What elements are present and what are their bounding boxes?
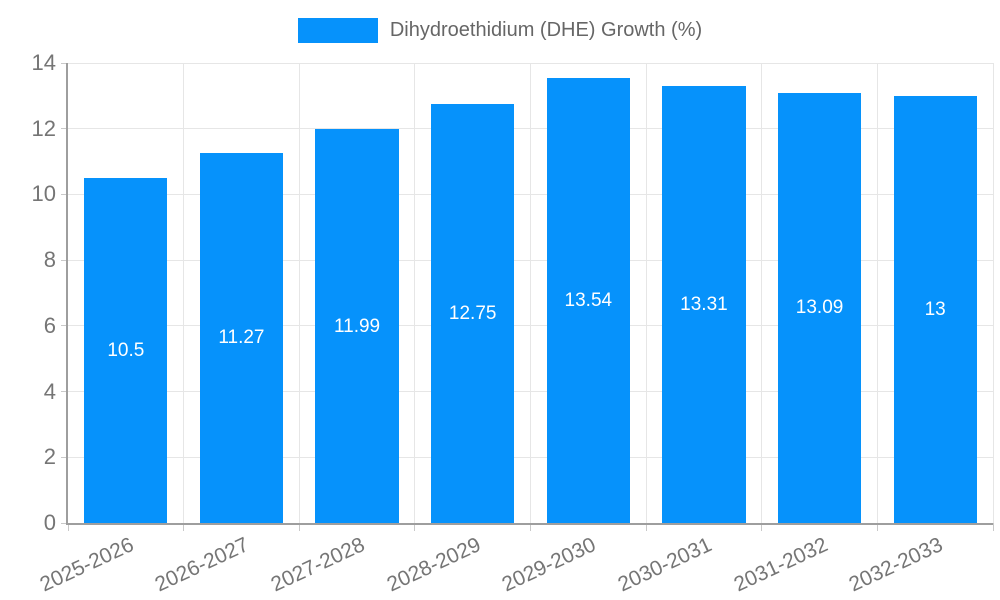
x-gridline (530, 63, 531, 523)
x-gridline (992, 63, 994, 523)
x-gridline (876, 63, 878, 523)
x-gridline (414, 63, 416, 523)
y-axis-tick-label: 8 (43, 247, 56, 273)
bar-value-label: 13.09 (795, 297, 844, 319)
y-tick-mark (61, 325, 68, 327)
x-tick-mark (414, 523, 416, 531)
x-gridline (183, 63, 185, 523)
chart-legend[interactable]: Dihydroethidium (DHE) Growth (%) (0, 18, 1000, 43)
y-axis-tick-label: 14 (31, 50, 56, 75)
y-axis-tick-label: 0 (43, 510, 56, 535)
x-tick-mark (183, 523, 185, 531)
x-tick-mark (67, 523, 69, 531)
x-tick-mark (645, 523, 647, 531)
bar[interactable] (431, 104, 515, 523)
bar-value-label: 13.31 (680, 293, 728, 315)
y-axis-tick-label: 12 (31, 115, 56, 141)
bar[interactable] (315, 129, 399, 523)
y-tick-mark (61, 259, 68, 261)
y-tick-mark (61, 128, 68, 130)
y-axis-tick-label: 10 (31, 181, 56, 207)
y-tick-mark (61, 62, 68, 64)
y-tick-mark (61, 522, 68, 524)
x-gridline (298, 63, 300, 523)
bar-value-label: 13.54 (564, 290, 613, 312)
y-axis-tick-label: 4 (43, 378, 56, 404)
y-tick-mark (61, 391, 68, 393)
y-tick-mark (61, 193, 68, 195)
x-tick-mark (298, 523, 300, 531)
bar[interactable] (662, 85, 746, 523)
bar[interactable] (546, 78, 630, 523)
x-gridline (645, 63, 647, 523)
legend-swatch (297, 18, 378, 43)
y-tick-mark (61, 456, 68, 458)
bar-value-label: 11.99 (333, 315, 381, 337)
bar-value-label: 13 (924, 298, 946, 320)
x-axis-tick-label: 2025-2026 (36, 533, 138, 597)
bar-value-label: 11.27 (218, 327, 265, 349)
bar-value-label: 12.75 (448, 303, 497, 325)
bar[interactable] (84, 178, 168, 523)
y-axis-tick-label: 6 (43, 312, 56, 338)
x-tick-mark (876, 523, 878, 531)
x-gridline (761, 63, 763, 523)
x-axis-line (66, 523, 993, 525)
bar[interactable] (777, 92, 862, 523)
x-tick-mark (761, 523, 763, 531)
x-tick-mark (992, 523, 994, 531)
y-axis-line (66, 63, 68, 525)
legend-label: Dihydroethidium (DHE) Growth (%) (389, 19, 703, 41)
bar-value-label: 10.5 (107, 340, 145, 361)
x-tick-mark (530, 523, 531, 531)
bar[interactable] (893, 95, 977, 523)
bar[interactable] (199, 152, 284, 523)
y-axis-tick-label: 2 (43, 444, 56, 470)
